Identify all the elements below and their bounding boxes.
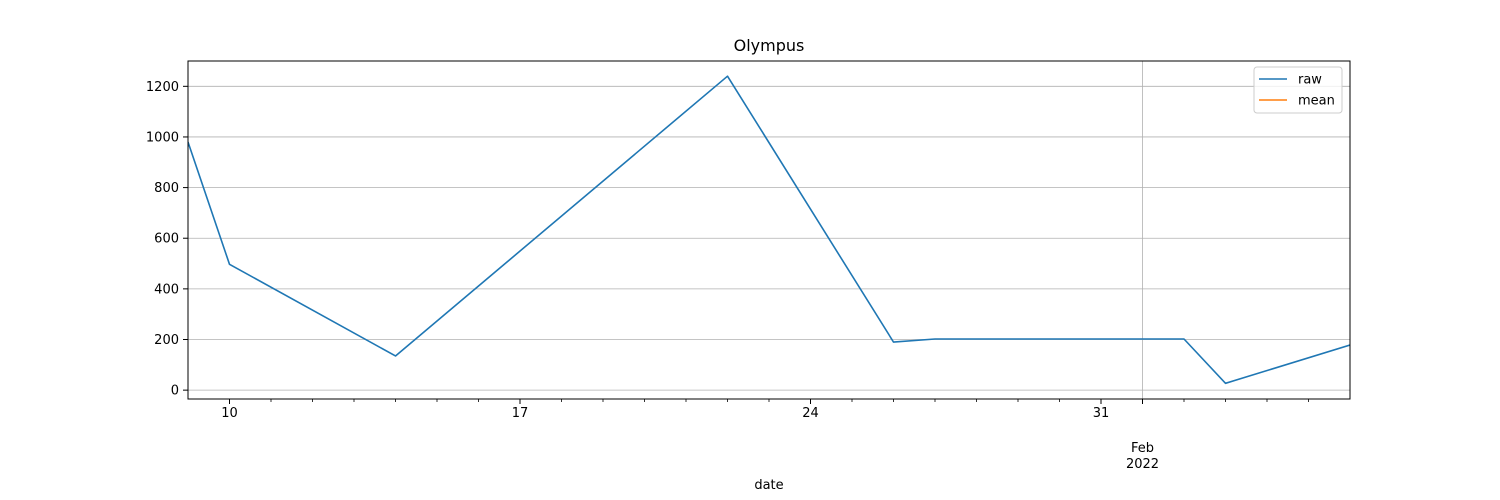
y-tick-label: 1200 (146, 80, 179, 95)
grid (188, 61, 1350, 399)
chart-title: Olympus (734, 36, 805, 55)
x-tick-label: 24 (802, 406, 819, 421)
y-axis: 0 200 400 600 800 1000 1200 (146, 80, 188, 399)
legend-label-raw: raw (1298, 73, 1322, 88)
x-tick-label: 10 (221, 406, 238, 421)
y-tick-label: 600 (154, 232, 179, 247)
legend: raw mean (1253, 66, 1343, 114)
x-tick-sublabel: 2022 (1126, 457, 1159, 472)
x-axis-label: date (754, 478, 783, 493)
y-tick-label: 400 (154, 282, 179, 297)
x-tick-label: Feb (1131, 441, 1154, 456)
series-layer (188, 75, 1350, 385)
y-tick-label: 200 (154, 333, 179, 348)
legend-label-mean: mean (1298, 94, 1335, 109)
series-line-raw (188, 75, 1350, 385)
y-tick-label: 0 (171, 384, 179, 399)
y-tick-label: 800 (154, 181, 179, 196)
x-tick-label: 17 (512, 406, 529, 421)
y-tick-label: 1000 (146, 130, 179, 145)
x-tick-label: 31 (1093, 406, 1110, 421)
